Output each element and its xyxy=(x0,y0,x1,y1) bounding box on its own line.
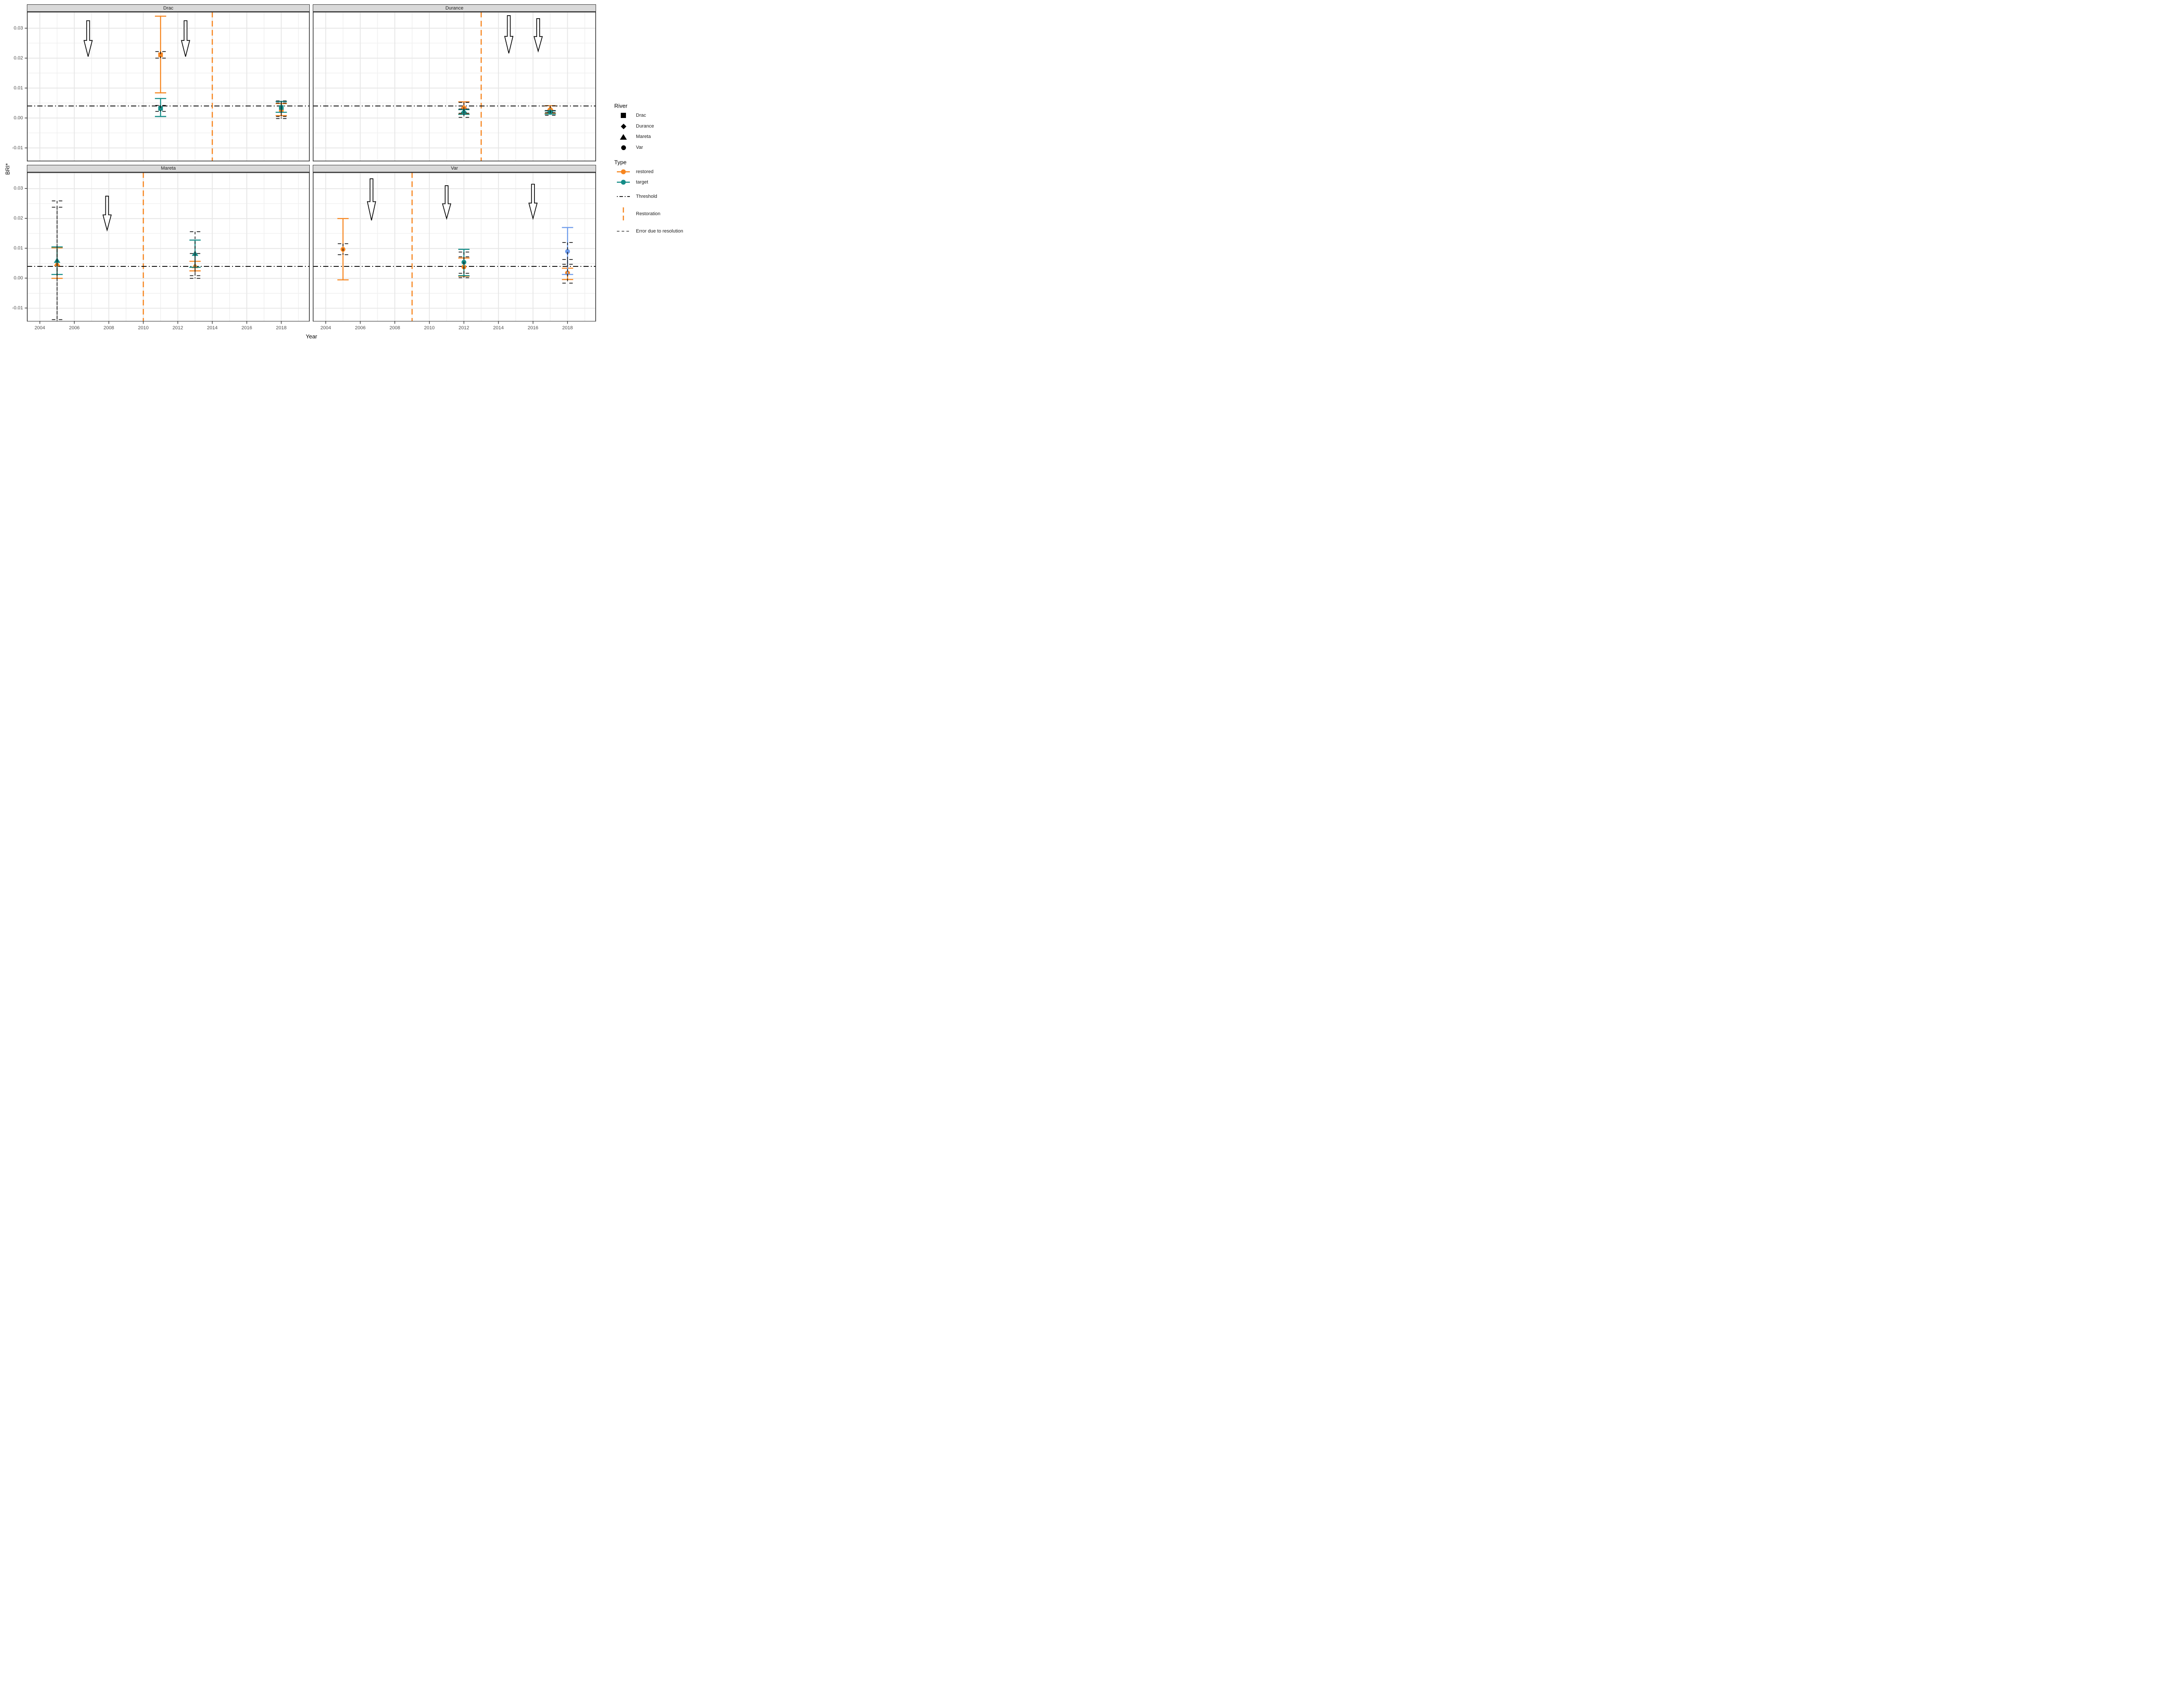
circle-icon xyxy=(617,142,630,153)
facet-title-mareta: Mareta xyxy=(161,166,176,171)
facet-strip-durance: Durance xyxy=(313,4,596,12)
facet-strip-mareta: Mareta xyxy=(27,164,310,172)
y-axis-title: BRI* xyxy=(4,163,11,175)
orange-dashed-line-icon xyxy=(617,207,630,220)
diamond-icon xyxy=(617,121,630,132)
restored-point-icon xyxy=(617,166,630,177)
legend-title-type: Type xyxy=(614,159,627,166)
facet-strip-drac: Drac xyxy=(27,4,310,12)
dashdot-line-icon xyxy=(617,191,630,202)
legend-item-var: Var xyxy=(617,142,643,153)
legend-item-threshold: Threshold xyxy=(617,191,657,202)
dashed-line-icon xyxy=(617,226,630,237)
legend-item-target: target xyxy=(617,177,648,188)
target-point-icon xyxy=(617,177,630,188)
pressure-arrow xyxy=(102,195,112,232)
legend-item-mareta: Mareta xyxy=(617,131,651,142)
pressure-arrow xyxy=(442,185,452,220)
point-drac-target-2011 xyxy=(158,106,163,111)
pressure-arrow xyxy=(83,20,93,57)
panel-var-plot xyxy=(313,172,596,321)
facet-title-drac: Drac xyxy=(163,5,174,11)
pressure-arrow xyxy=(181,20,190,57)
pressure-arrow xyxy=(528,184,538,220)
axis-ticks xyxy=(25,28,568,324)
point-drac-restored-2011 xyxy=(158,52,163,57)
pressure-arrow xyxy=(533,18,543,53)
pressure-arrow xyxy=(504,15,514,54)
panel-durance-plot xyxy=(313,12,596,161)
facet-title-var: Var xyxy=(451,166,458,171)
legend-title-river: River xyxy=(614,102,628,109)
figure: Drac Durance Mareta Var -0.01 -0.01 0.00 0.… xyxy=(0,0,683,341)
legend-item-restoration: Restoration xyxy=(617,207,660,220)
legend-item-restored: restored xyxy=(617,166,653,177)
triangle-icon xyxy=(617,131,630,142)
legend-item-durance: Durance xyxy=(617,121,654,132)
pressure-arrow xyxy=(367,178,376,220)
x-axis-title: Year xyxy=(305,333,318,340)
square-icon xyxy=(617,110,630,121)
facet-title-durance: Durance xyxy=(445,5,464,11)
legend: River Drac Durance Mareta Var Type resto… xyxy=(613,0,683,341)
point-var-other-2018 xyxy=(565,249,570,254)
legend-item-error-resolution: Error due to resolution xyxy=(617,226,683,237)
panel-mareta-plot xyxy=(27,172,310,321)
legend-item-drac: Drac xyxy=(617,110,646,121)
facet-strip-var: Var xyxy=(313,164,596,172)
panel-drac-plot xyxy=(27,12,310,161)
